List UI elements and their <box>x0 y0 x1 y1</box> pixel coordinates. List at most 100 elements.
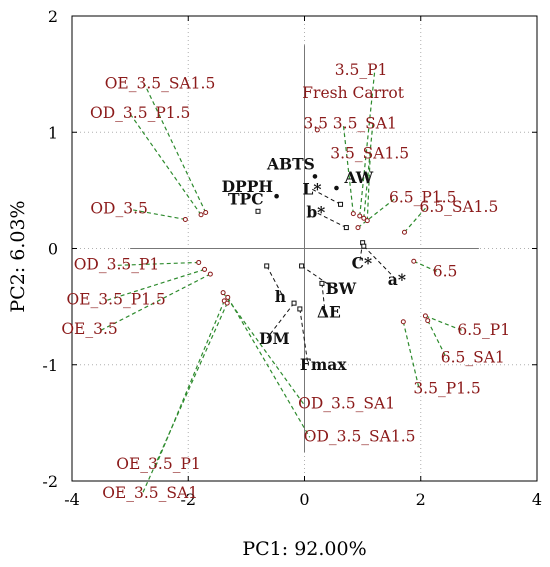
variable-leader-line <box>310 187 341 205</box>
sample-label: OD_3.5 <box>90 199 148 217</box>
sample-label: OD_3.5_P1.5 <box>90 104 190 122</box>
sample-label: OE_3.5 <box>61 320 117 338</box>
sample-leader-line <box>155 300 225 466</box>
sample-point <box>361 215 367 221</box>
x-tick-label: -4 <box>64 490 80 509</box>
sample-leader-line <box>402 321 420 390</box>
point-labels: Fresh Carrot 3.5 3.5_P1 3.5_SA1 3.5_SA1.5 6.5… <box>61 61 510 502</box>
variable-label: BW <box>326 279 357 298</box>
sample-point <box>357 213 363 219</box>
tick-labels: -4 -2 0 2 4 -2 -1 0 1 2 <box>42 7 542 509</box>
sample-leader-line <box>342 124 354 214</box>
sample-point <box>350 211 356 217</box>
variable-leader-line <box>314 211 347 229</box>
x-tick-label: 0 <box>299 490 309 509</box>
variable-point <box>334 185 339 191</box>
sample-leader-line <box>130 208 186 221</box>
sample-leader-line <box>113 261 199 267</box>
sample-point <box>411 258 417 264</box>
sample-leader-line <box>404 207 426 233</box>
sample-label: 3.5_SA1 <box>333 114 397 132</box>
variable-label: b* <box>306 203 325 222</box>
variable-point <box>361 243 367 249</box>
variable-point <box>343 225 349 231</box>
sample-label: 6.5_P1.5 <box>389 189 456 207</box>
data-points <box>182 127 431 325</box>
variable-label: ABTS <box>266 154 315 173</box>
variable-point <box>291 300 297 306</box>
variable-point <box>312 174 318 179</box>
variable-label: a* <box>388 270 406 289</box>
y-tick-label: -2 <box>42 472 58 491</box>
sample-point <box>355 225 361 231</box>
sample-leader-line <box>366 154 371 221</box>
sample-point <box>224 300 230 306</box>
variable-label: AW <box>343 168 373 187</box>
sample-point <box>364 218 370 224</box>
variable-leader-line <box>321 283 326 312</box>
variable-label: L* <box>303 179 322 198</box>
sample-point <box>203 209 209 215</box>
sample-leader-line <box>413 260 440 273</box>
variable-label: TPC <box>228 189 264 208</box>
sample-leader-line <box>357 198 396 229</box>
sample-leader-line <box>359 70 376 217</box>
sample-point <box>425 318 431 324</box>
y-tick-label: -1 <box>42 356 58 375</box>
sample-leader-line <box>144 84 207 213</box>
leader-lines <box>101 70 464 495</box>
y-tick-label: 2 <box>48 7 58 26</box>
variable-point <box>297 306 303 312</box>
sample-leader-line <box>106 268 205 301</box>
sample-point <box>207 271 213 277</box>
sample-leader-line <box>227 297 311 438</box>
sample-point <box>202 266 208 272</box>
sample-label: OE_3.5_SA1.5 <box>105 74 216 92</box>
sample-point <box>225 294 231 300</box>
sample-label: 6.5_SA1.5 <box>419 198 498 216</box>
x-tick-label: -2 <box>180 490 196 509</box>
sample-label: OD_3.5_P1 <box>74 255 160 273</box>
sample-leader-line <box>363 124 374 219</box>
variable-label: Fmax <box>300 355 347 374</box>
variable-label: DPPH <box>222 177 273 196</box>
sample-point <box>314 127 320 133</box>
x-axis-title: PC1: 92.00% <box>242 538 366 560</box>
sample-point <box>198 212 204 218</box>
variable-label: ΔE <box>317 302 341 321</box>
variable-label: h <box>275 287 286 306</box>
sample-label: OD_3.5_SA1 <box>298 395 395 413</box>
y-axis-title: PC2: 6.03% <box>7 200 29 312</box>
variable-point <box>319 280 325 286</box>
sample-label: 6.5_P1 <box>457 321 510 339</box>
axes <box>71 15 538 482</box>
sample-point <box>220 290 226 296</box>
variable-leader-line <box>266 302 295 339</box>
sample-label: OE_3.5_SA1 <box>102 484 198 502</box>
sample-label: 3.5_P1.5 <box>413 380 480 398</box>
sample-label: 3.5 <box>303 115 328 133</box>
sample-point <box>182 216 188 222</box>
sample-label: OE_3.5_P1 <box>116 455 200 473</box>
x-tick-label: 4 <box>532 490 542 509</box>
variable-point <box>255 208 261 214</box>
variable-leader-line <box>266 265 284 297</box>
sample-label: 3.5_SA1.5 <box>330 145 409 163</box>
variable-leader-line <box>363 245 397 280</box>
sample-leader-line <box>427 320 448 359</box>
variable-label: DM <box>259 329 290 348</box>
variable-point <box>274 193 279 199</box>
sample-label: 6.5_SA1 <box>441 349 505 367</box>
variable-point <box>264 263 270 269</box>
sample-label: Fresh Carrot <box>302 84 404 102</box>
variable-leader-line <box>299 308 309 365</box>
sample-label: OE_3.5_P1.5 <box>67 290 166 308</box>
sample-point <box>422 313 428 319</box>
sample-point <box>196 259 202 265</box>
sample-label: 3.5_P1 <box>335 61 388 79</box>
x-tick-label: 2 <box>416 490 426 509</box>
sample-point <box>400 319 406 325</box>
variable-point <box>299 263 305 269</box>
y-tick-label: 1 <box>48 123 58 142</box>
